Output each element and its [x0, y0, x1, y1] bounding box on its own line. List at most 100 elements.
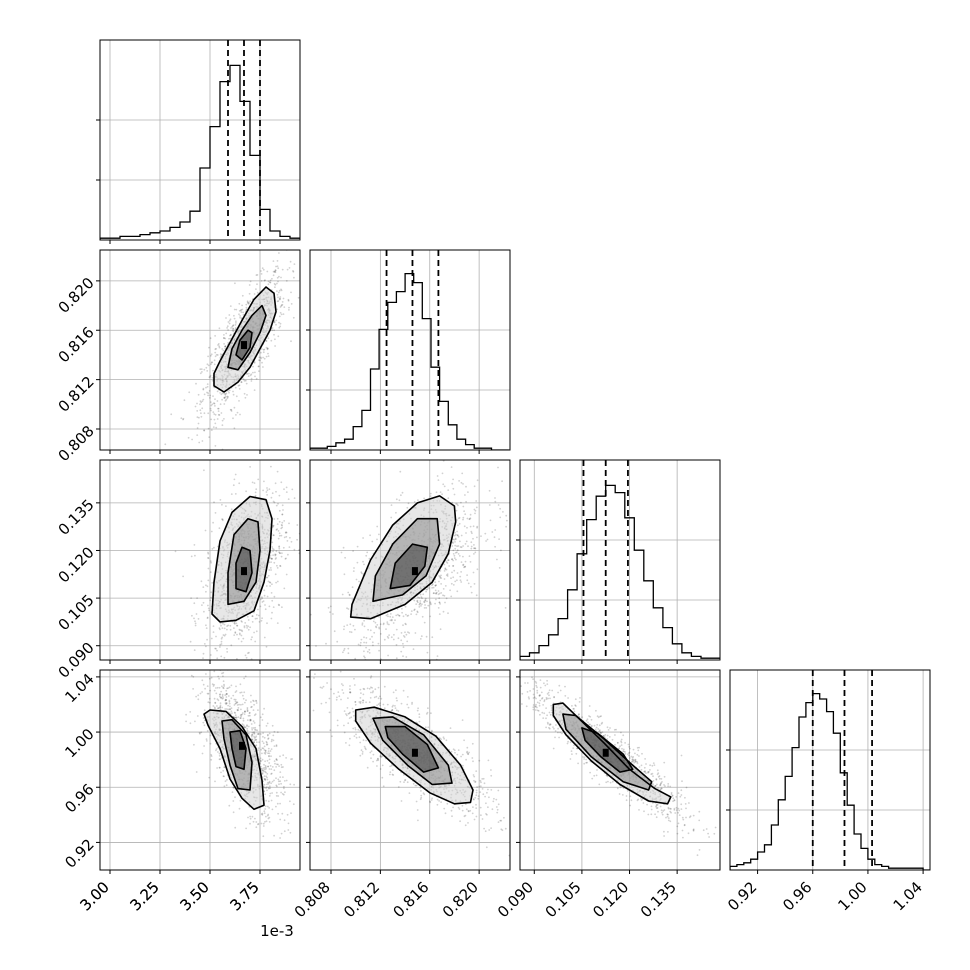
scatter-point — [214, 647, 217, 650]
scatter-point — [185, 720, 188, 723]
scatter-point — [220, 624, 222, 627]
scatter-point — [373, 631, 376, 634]
scatter-point — [222, 680, 225, 683]
scatter-point — [264, 770, 266, 773]
scatter-point — [288, 522, 290, 525]
scatter-point — [278, 545, 281, 548]
scatter-point — [208, 346, 210, 349]
scatter-point — [215, 647, 217, 650]
scatter-point — [281, 793, 284, 795]
scatter-point — [301, 529, 303, 531]
scatter-point — [363, 636, 365, 639]
scatter-point — [456, 519, 458, 521]
scatter-point — [286, 540, 289, 542]
scatter-point — [252, 720, 255, 723]
scatter-point — [264, 604, 266, 606]
scatter-point — [496, 558, 498, 561]
scatter-point — [280, 304, 283, 306]
scatter-point — [264, 786, 266, 789]
scatter-point — [206, 385, 209, 388]
scatter-point — [360, 571, 363, 573]
scatter-point — [232, 417, 234, 420]
scatter-point — [419, 602, 421, 605]
scatter-point — [401, 611, 403, 614]
scatter-point — [213, 363, 216, 366]
scatter-point — [265, 725, 268, 727]
scatter-point — [270, 465, 272, 468]
scatter-point — [261, 597, 263, 600]
scatter-point — [379, 633, 382, 635]
scatter-point — [222, 671, 225, 674]
scatter-point — [223, 397, 226, 399]
scatter-point — [437, 593, 440, 596]
scatter-point — [194, 624, 197, 627]
scatter-point — [465, 540, 468, 543]
scatter-point — [263, 752, 266, 754]
scatter-point — [487, 759, 490, 762]
scatter-point — [271, 546, 273, 548]
scatter-point — [195, 382, 197, 385]
scatter-point — [349, 688, 351, 691]
scatter-point — [445, 574, 448, 577]
scatter-point — [251, 636, 253, 639]
scatter-point — [460, 481, 463, 484]
scatter-point — [268, 752, 271, 755]
contour-line — [203, 709, 265, 811]
scatter-point — [435, 584, 437, 586]
scatter-point — [247, 372, 250, 375]
scatter-point — [238, 628, 241, 631]
scatter-point — [266, 595, 269, 598]
scatter-point — [208, 376, 211, 379]
scatter-point — [460, 501, 462, 504]
scatter-point — [263, 810, 266, 813]
scatter-point — [442, 483, 445, 486]
scatter-point — [275, 758, 278, 760]
scatter-point — [444, 567, 447, 570]
scatter-point — [252, 371, 254, 374]
scatter-point — [405, 656, 408, 658]
scatter-point — [231, 450, 233, 452]
scatter-point — [273, 561, 276, 564]
scatter-point — [265, 740, 268, 743]
scatter-point — [261, 747, 264, 749]
scatter-point — [244, 622, 247, 624]
scatter-point — [263, 636, 266, 639]
scatter-point — [233, 671, 235, 673]
scatter-point — [205, 386, 207, 389]
scatter-point — [386, 635, 389, 638]
scatter-point — [289, 831, 292, 834]
scatter-point — [224, 665, 226, 667]
panel-p2-2 — [516, 459, 721, 664]
scatter-point — [209, 654, 212, 656]
scatter-point — [269, 787, 271, 790]
scatter-point — [200, 580, 203, 583]
scatter-point — [235, 717, 238, 719]
scatter-point — [457, 749, 460, 751]
scatter-point — [220, 640, 223, 643]
scatter-point — [255, 377, 258, 380]
panel-frame — [309, 249, 511, 451]
scatter-point — [279, 322, 282, 325]
scatter-point — [279, 325, 282, 328]
scatter-point — [234, 700, 237, 703]
scatter-point — [257, 614, 260, 617]
scatter-point — [285, 486, 288, 489]
scatter-point — [371, 641, 374, 644]
scatter-point — [431, 636, 434, 639]
scatter-point — [354, 727, 357, 729]
scatter-point — [208, 701, 211, 704]
histogram-step — [520, 484, 720, 660]
scatter-point — [274, 271, 277, 274]
scatter-point — [226, 693, 228, 695]
scatter-point — [363, 563, 365, 566]
scatter-point — [460, 755, 462, 758]
scatter-point — [182, 417, 185, 420]
scatter-point — [215, 748, 218, 750]
scatter-point — [383, 638, 386, 641]
scatter-point — [267, 580, 270, 583]
scatter-point — [210, 755, 213, 757]
scatter-point — [253, 735, 256, 738]
scatter-point — [214, 355, 217, 358]
scatter-point — [279, 780, 282, 783]
scatter-point — [236, 701, 238, 704]
